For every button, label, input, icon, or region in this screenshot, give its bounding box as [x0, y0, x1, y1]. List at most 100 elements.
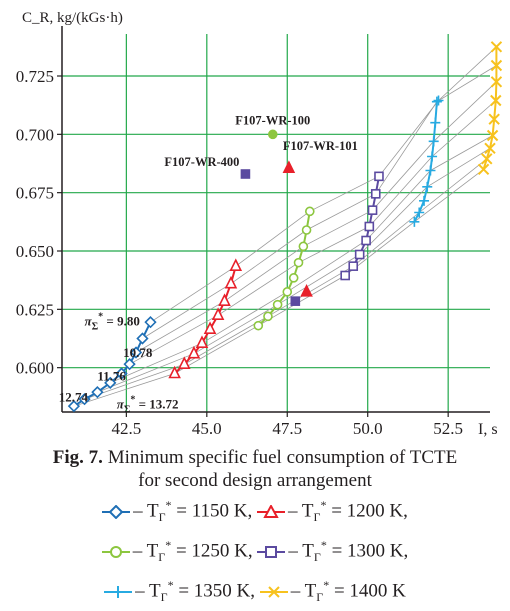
legend-row-1: – TГ* = 1150 K, – TГ* = 1200 K, [0, 491, 510, 531]
data-point-s1200-4 [203, 321, 217, 334]
constant-pi-line-4 [129, 100, 497, 365]
pi-annotation-1: 10.78 [123, 345, 153, 360]
y-tick-label: 0.725 [16, 67, 54, 86]
x-axis-label: I, s [478, 421, 498, 438]
data-point-s1300-7 [374, 171, 384, 182]
x-tick-label: 42.5 [111, 419, 141, 438]
data-point-s1150-4 [115, 367, 128, 380]
x-tick-label: 45.0 [192, 419, 222, 438]
legend-item-1250: – TГ* = 1250 K, [101, 531, 253, 571]
legend-item-1300: – TГ* = 1300 K, [257, 531, 408, 571]
reference-point-0 [267, 129, 278, 140]
data-point-s1350-5 [427, 151, 438, 162]
y-tick-label: 0.650 [16, 242, 54, 261]
data-point-s1250-6 [298, 241, 309, 252]
data-point-s1200-6 [218, 293, 231, 306]
data-point-s1200-1 [177, 356, 191, 369]
x-tick-label: 50.0 [353, 419, 383, 438]
pi-annotation-0: πΣ* = 9.80 [85, 312, 140, 333]
y-tick-label: 0.675 [16, 184, 54, 203]
data-point-s1200-2 [187, 345, 201, 359]
constant-pi-line-6 [142, 65, 497, 339]
legend-marker-triangle-icon [257, 503, 286, 518]
legend-item-1200: – TГ* = 1200 K, [257, 491, 408, 531]
data-point-s1350-3 [422, 181, 433, 192]
data-point-s1350-1 [414, 207, 425, 218]
data-point-s1350-4 [425, 165, 436, 176]
caption-fig-label: Fig. 7. [52, 447, 103, 468]
data-point-s1350-0 [409, 216, 420, 227]
y-tick-label: 0.700 [16, 125, 54, 144]
data-point-s1250-3 [282, 287, 293, 297]
x-tick-label: 47.5 [272, 419, 302, 438]
reference-point-1 [282, 160, 296, 173]
legend-marker-circle-icon [101, 546, 130, 559]
data-point-s1400-0 [477, 163, 490, 176]
reference-label: F107-WR-400 [164, 155, 239, 169]
legend-row-2: – TГ* = 1250 K, – TГ* = 1300 K, [0, 531, 510, 571]
constant-pi-line-1 [84, 158, 488, 400]
data-point-s1350-2 [419, 195, 430, 206]
data-point-s1300-3 [361, 235, 371, 246]
data-point-s1300-6 [370, 189, 381, 199]
legend-marker-diamond-icon [102, 504, 131, 520]
constant-pi-line-3 [110, 135, 493, 384]
data-point-s1350-8 [431, 96, 442, 107]
constant-pi-line-7 [150, 46, 497, 323]
reference-point-2 [240, 169, 251, 179]
data-point-s1150-3 [104, 376, 117, 389]
constant-pi-line-2 [97, 147, 491, 393]
constant-pi-line-5 [135, 81, 497, 353]
data-point-s1150-8 [144, 316, 157, 329]
legend-item-1150: – TГ* = 1150 K, [102, 491, 252, 531]
data-point-s1400-7 [490, 59, 503, 72]
data-point-s1300-5 [367, 205, 378, 215]
reference-point-4 [300, 284, 313, 297]
data-point-s1200-7 [224, 275, 238, 289]
pi-annotation-2: 11.76 [97, 369, 126, 384]
data-point-s1400-2 [484, 142, 496, 155]
legend-item-1350: – TГ* = 1350 K, [104, 571, 255, 611]
data-point-s1250-5 [293, 257, 304, 268]
y-axis-label: C_R, kg/(kGs·h) [22, 10, 123, 26]
data-point-s1150-1 [78, 393, 91, 406]
caption-line2: for second design arrangement [138, 470, 372, 491]
data-point-s1150-0 [67, 400, 81, 413]
constant-pi-line-0 [73, 168, 484, 407]
data-point-s1400-4 [488, 113, 500, 125]
data-point-s1400-1 [481, 153, 493, 165]
legend-marker-cross-icon [259, 586, 288, 598]
y-tick-label: 0.625 [16, 300, 54, 319]
figure-caption: Fig. 7. Minimum specific fuel consumptio… [0, 446, 510, 492]
data-point-s1250-7 [301, 225, 312, 235]
legend: – TГ* = 1150 K, – TГ* = 1200 K, – TГ* = … [0, 491, 510, 611]
y-tick-label: 0.600 [16, 359, 54, 378]
legend-item-1400: – TГ* = 1400 K [259, 571, 406, 611]
data-point-s1250-4 [288, 273, 299, 283]
data-point-s1250-2 [272, 299, 283, 310]
data-point-s1400-3 [486, 129, 499, 142]
data-point-s1400-8 [490, 41, 503, 53]
data-point-s1350-7 [430, 117, 441, 128]
legend-marker-plus-icon [104, 586, 133, 599]
legend-marker-square-icon [257, 546, 286, 559]
data-point-s1200-0 [168, 365, 181, 379]
data-point-s1150-2 [91, 386, 104, 399]
data-point-s1300-0 [340, 270, 350, 281]
data-point-s1300-2 [354, 249, 365, 260]
chart: 42.5 45.0 47.5 50.0 52.5 0.600 0.625 0.650 0.675… [16, 10, 503, 438]
data-point-s1400-6 [490, 76, 503, 88]
pi-annotation-3: 12.74 [59, 390, 89, 405]
data-point-s1250-1 [263, 311, 273, 322]
data-point-s1150-6 [129, 346, 143, 359]
reference-label: F107-WR-101 [283, 139, 358, 153]
data-point-s1300-4 [364, 221, 375, 232]
data-point-s1150-5 [123, 358, 136, 371]
data-point-s1350-9 [433, 95, 444, 106]
data-point-s1250-0 [253, 320, 264, 331]
data-point-s1200-3 [195, 335, 209, 348]
x-tick-label: 52.5 [433, 419, 463, 438]
data-point-s1200-5 [211, 307, 225, 320]
reference-point-3 [290, 296, 301, 306]
data-point-s1250-8 [304, 206, 315, 217]
